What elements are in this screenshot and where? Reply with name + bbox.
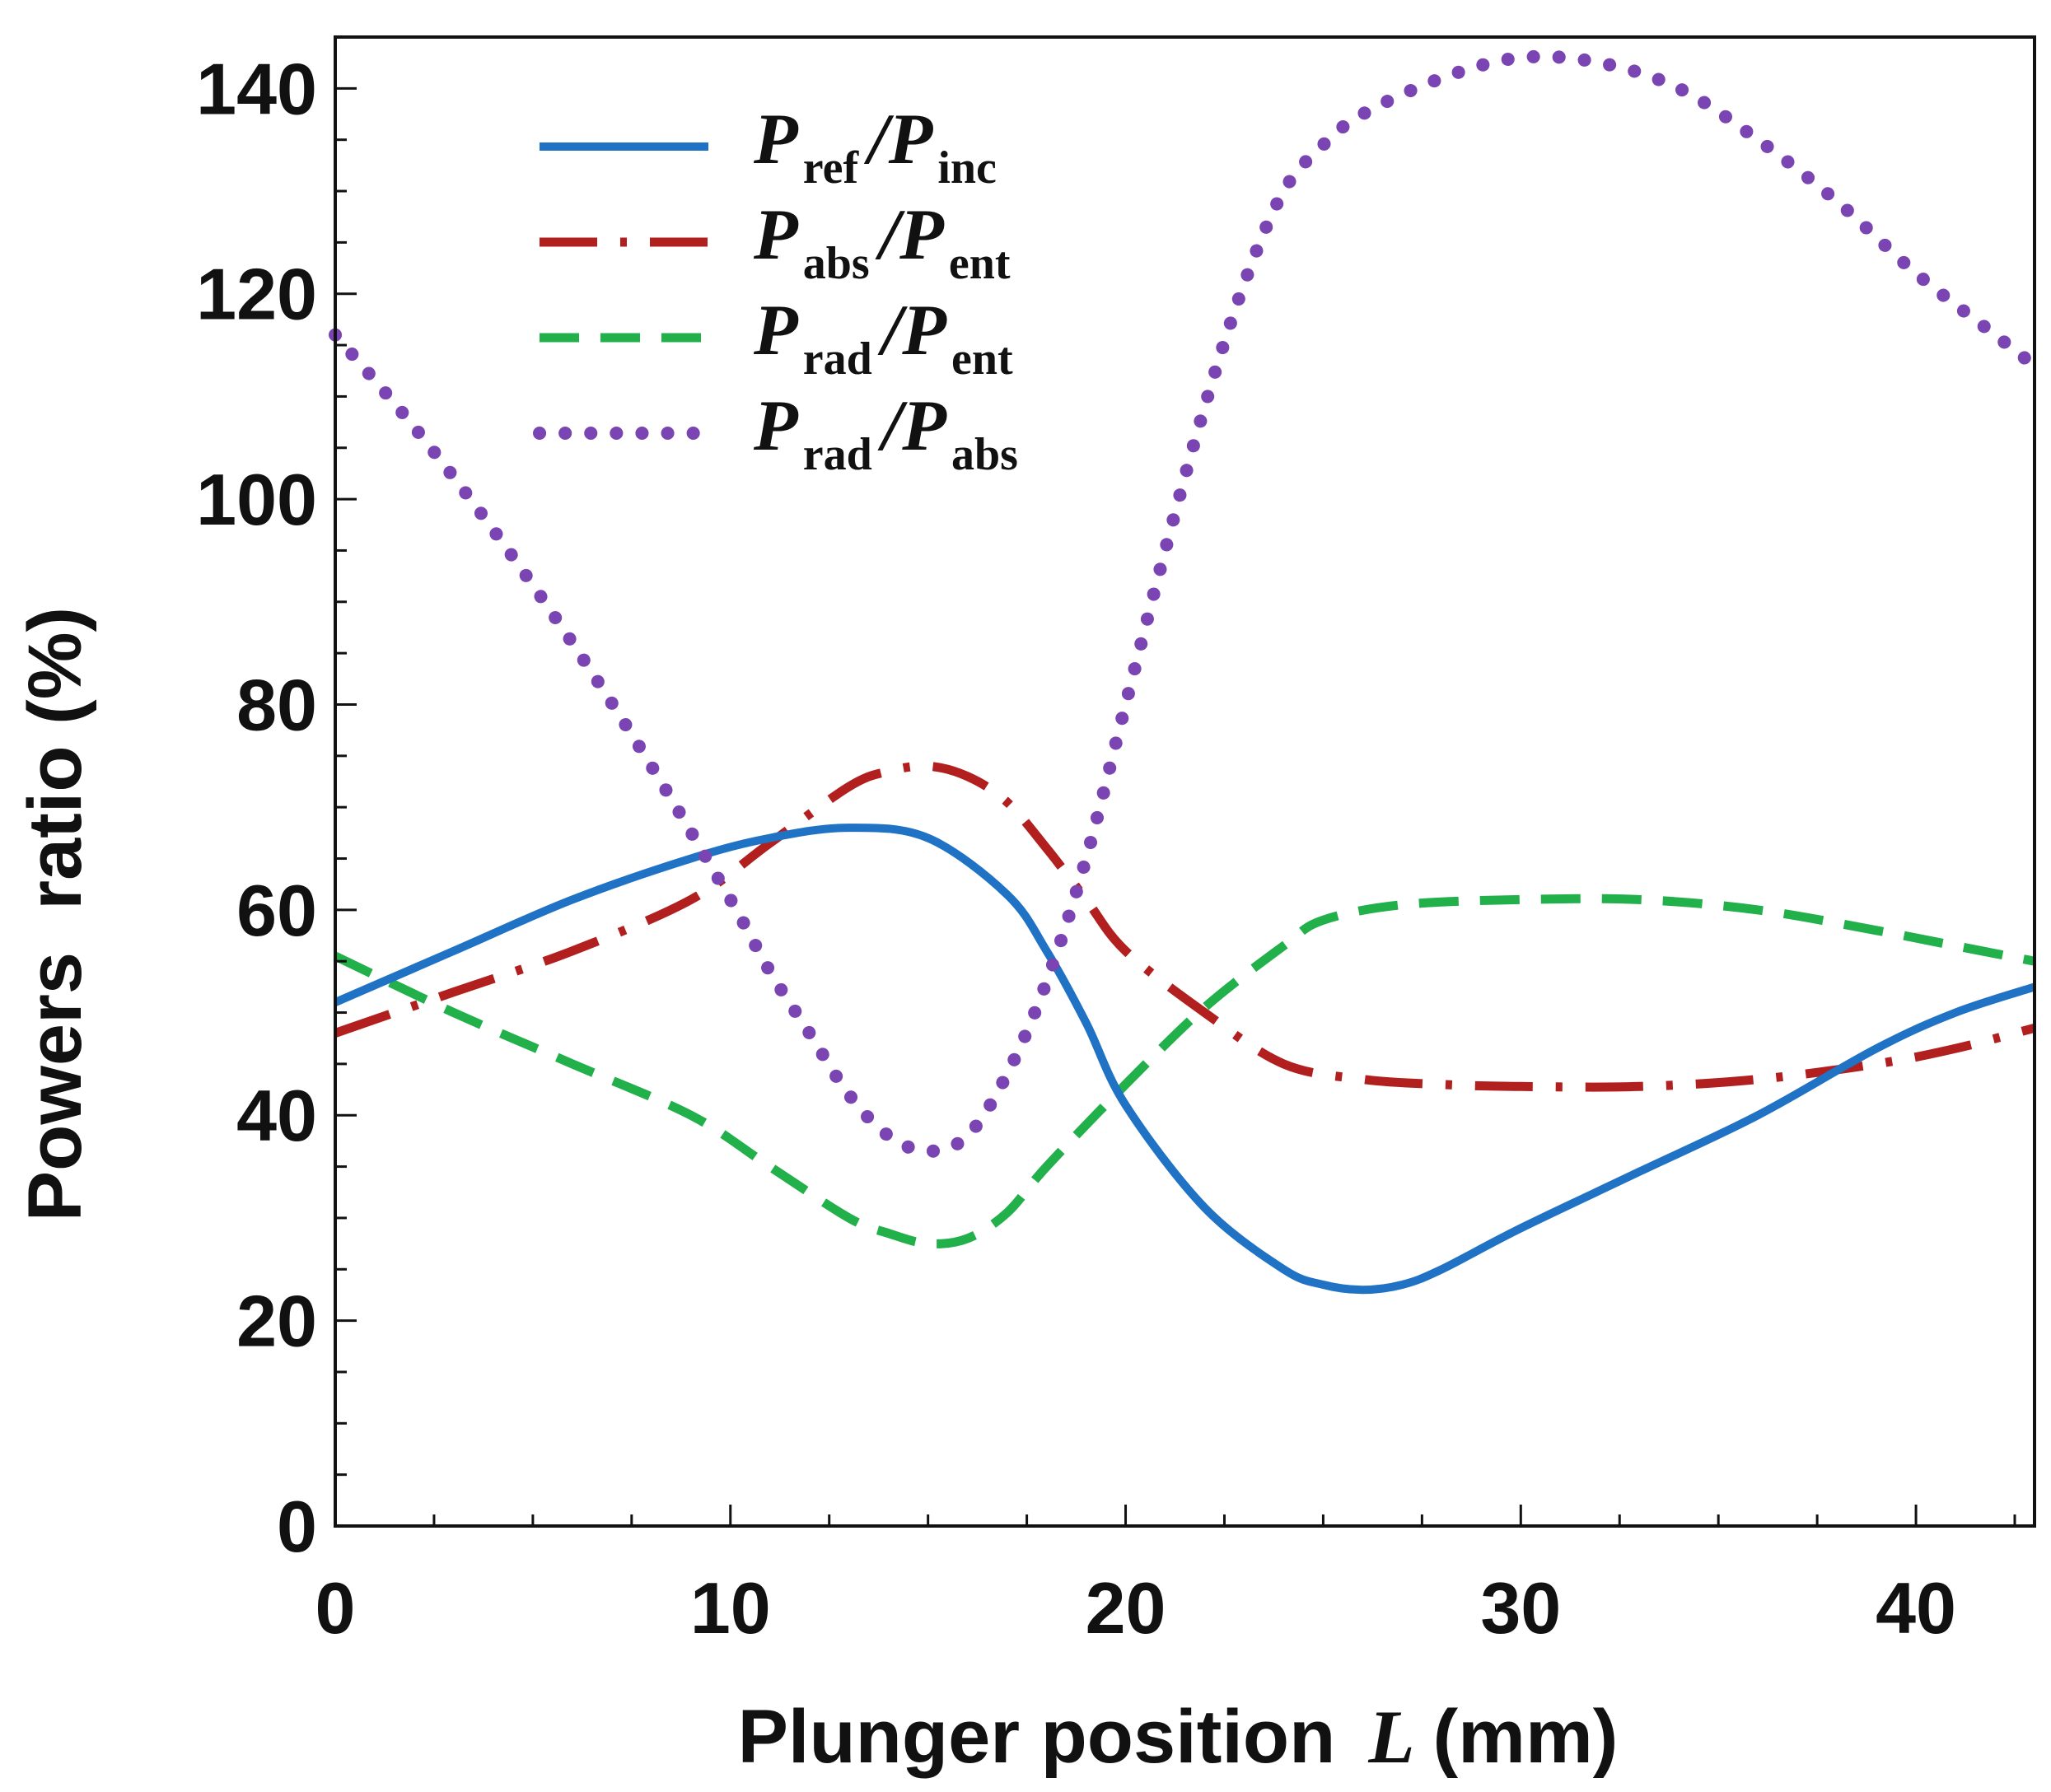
x-axis-label: Plunger position	[738, 1695, 1336, 1779]
x-tick-label: 30	[1480, 1567, 1561, 1649]
x-tick-label: 0	[315, 1567, 356, 1649]
series-line	[329, 49, 2041, 1158]
y-tick-label: 80	[236, 664, 317, 745]
axis-tick-labels: 0 20 40 60 80 100 120 140 0 10 20 30 40	[196, 48, 1956, 1649]
plot-frame	[334, 35, 2036, 1528]
x-axis-title: Plunger position L (mm)	[738, 1695, 1619, 1779]
y-tick-label: 60	[236, 870, 317, 951]
y-tick-label: 140	[196, 48, 317, 129]
x-tick-label: 20	[1086, 1567, 1166, 1649]
y-tick-label: 120	[196, 254, 317, 335]
axis-ticks	[334, 35, 2016, 1528]
data-series-group	[329, 49, 2041, 1295]
y-tick-label: 40	[236, 1075, 317, 1156]
y-axis-title: Powers ratio (%)	[13, 607, 97, 1221]
x-axis-unit: (mm)	[1433, 1695, 1619, 1779]
y-tick-label: 0	[277, 1486, 317, 1567]
series-line	[333, 894, 2036, 1248]
series-line	[334, 761, 2036, 1092]
y-tick-label: 20	[236, 1281, 317, 1362]
x-tick-label: 40	[1876, 1567, 1956, 1649]
x-tick-label: 10	[690, 1567, 771, 1649]
x-axis-variable: L	[1367, 1695, 1414, 1779]
y-tick-label: 100	[196, 459, 317, 540]
